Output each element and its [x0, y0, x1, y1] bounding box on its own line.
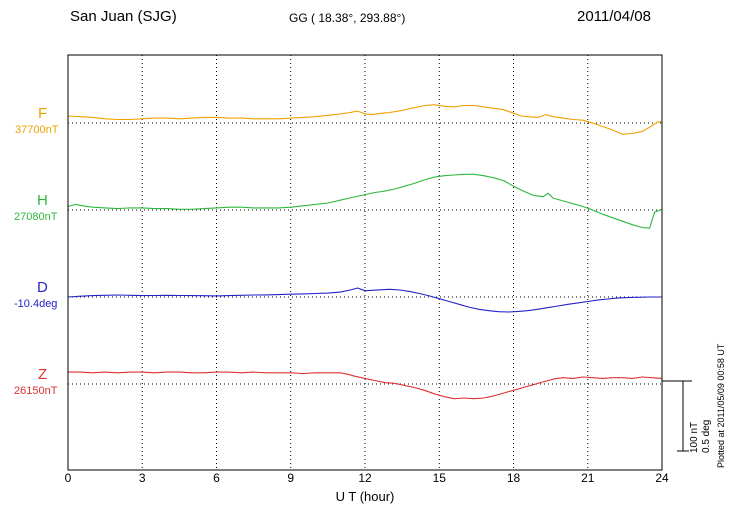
plot-border: [67, 54, 663, 471]
x-tick-label: 12: [358, 471, 372, 485]
geographic-coordinates: GG ( 18.38°, 293.88°): [289, 11, 406, 25]
x-tick-label: 9: [287, 471, 294, 485]
x-tick-label: 3: [139, 471, 146, 485]
x-tick-label: 18: [507, 471, 521, 485]
trace-D: [67, 287, 662, 313]
trace-Z: [68, 371, 663, 400]
plot-layer: 0 3 6 9 12 15 18 21 24: [65, 54, 692, 485]
x-tick-label: 15: [433, 471, 447, 485]
comp-value-F: 37700nT: [15, 124, 59, 136]
comp-value-D: -10.4deg: [14, 298, 58, 310]
comp-value-H: 27080nT: [14, 211, 58, 223]
x-axis-title: U T (hour): [335, 489, 395, 504]
x-tick-label: 24: [655, 471, 669, 485]
comp-value-Z: 26150nT: [14, 385, 58, 397]
comp-letter-D: D: [37, 279, 48, 296]
trace-F: [67, 104, 663, 135]
comp-letter-F: F: [38, 105, 48, 122]
scale-bar-deg-label: 0.5 deg: [701, 420, 712, 453]
comp-letter-Z: Z: [38, 366, 48, 383]
trace-H: [67, 173, 663, 229]
x-tick-label: 0: [65, 471, 72, 485]
scale-bar-nt-label: 100 nT: [689, 422, 700, 453]
plotted-at-note: Plotted at 2011/05/09 00:58 UT: [716, 343, 726, 468]
x-tick-label: 6: [213, 471, 220, 485]
comp-letter-H: H: [37, 192, 48, 209]
station-title: San Juan (SJG): [70, 8, 177, 25]
x-tick-label: 21: [581, 471, 595, 485]
plot-date: 2011/04/08: [577, 8, 651, 25]
